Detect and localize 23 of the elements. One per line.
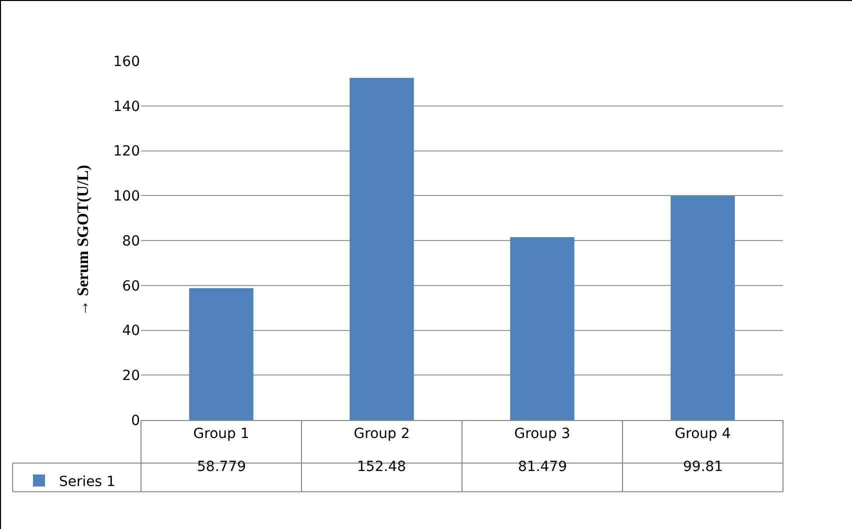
y-tick-label: 20 bbox=[122, 368, 140, 384]
x-tick-label: Group 4 bbox=[674, 426, 731, 442]
data-label: 152.48 bbox=[357, 459, 406, 475]
y-tick-label: 120 bbox=[113, 144, 140, 160]
y-tick-label: 100 bbox=[113, 188, 140, 205]
data-label: 99.81 bbox=[683, 459, 724, 475]
x-tick-label: Group 1 bbox=[193, 426, 250, 442]
x-tick-label: Group 3 bbox=[514, 426, 570, 442]
bar bbox=[670, 196, 735, 420]
y-tick-label: 160 bbox=[113, 54, 140, 70]
x-tick-label: Group 2 bbox=[354, 426, 410, 442]
y-tick-label: 80 bbox=[122, 233, 140, 250]
bar bbox=[510, 237, 574, 420]
y-tick-label: 0 bbox=[131, 412, 140, 429]
y-axis-title: → Serum SGOT(U/L) bbox=[75, 164, 92, 316]
y-tick-label: 40 bbox=[122, 323, 140, 340]
bar bbox=[350, 78, 414, 420]
y-tick-label: 140 bbox=[113, 98, 140, 115]
legend-label: Series 1 bbox=[59, 474, 116, 490]
y-tick-label: 60 bbox=[122, 278, 140, 294]
bar bbox=[189, 288, 254, 420]
data-label: 81.479 bbox=[518, 459, 567, 475]
data-label: 58.779 bbox=[197, 459, 246, 475]
